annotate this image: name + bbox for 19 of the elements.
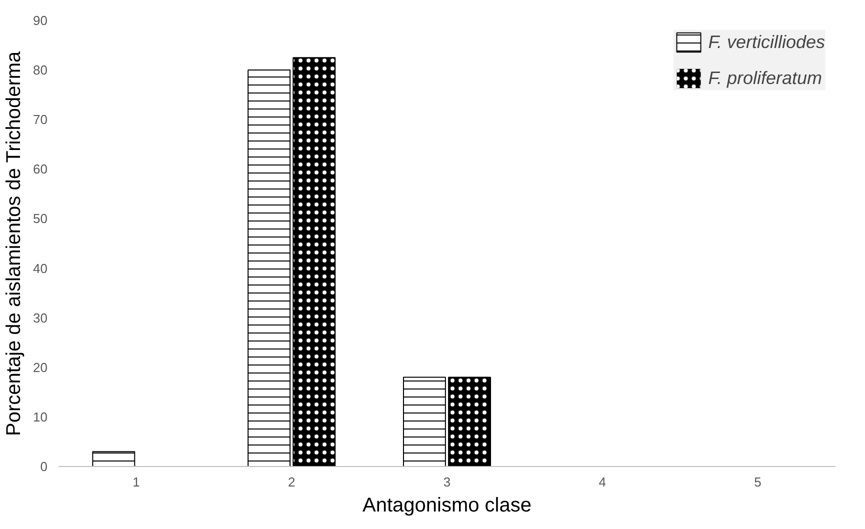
y-axis-title: Porcentaje de aislamientos de Trichoderma: [3, 50, 26, 436]
legend-label: F. proliferatum: [708, 68, 822, 88]
y-tick-label: 40: [33, 260, 48, 276]
x-tick-label: 5: [754, 474, 762, 490]
x-tick-label: 3: [443, 474, 451, 490]
x-tick-label: 4: [598, 474, 606, 490]
y-tick-label: 80: [33, 62, 48, 78]
y-tick-label: 20: [33, 360, 48, 375]
y-tick-label: 10: [33, 409, 48, 424]
x-tick-label: 2: [288, 474, 296, 490]
legend-label: F. verticilliodes: [708, 32, 825, 52]
y-tick-label: 30: [33, 310, 48, 326]
y-tick-label: 50: [33, 211, 48, 226]
y-tick-label: 70: [33, 112, 48, 128]
x-axis-title: Antagonismo clase: [362, 494, 532, 516]
y-tick-label: 60: [33, 162, 48, 177]
x-tick-label: 1: [132, 474, 140, 490]
y-tick-label: 90: [33, 13, 48, 28]
y-tick-label: 0: [40, 459, 48, 474]
